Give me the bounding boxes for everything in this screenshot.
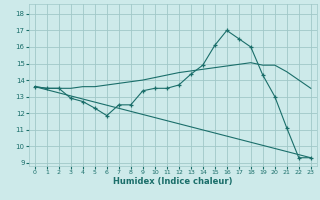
X-axis label: Humidex (Indice chaleur): Humidex (Indice chaleur)	[113, 177, 233, 186]
